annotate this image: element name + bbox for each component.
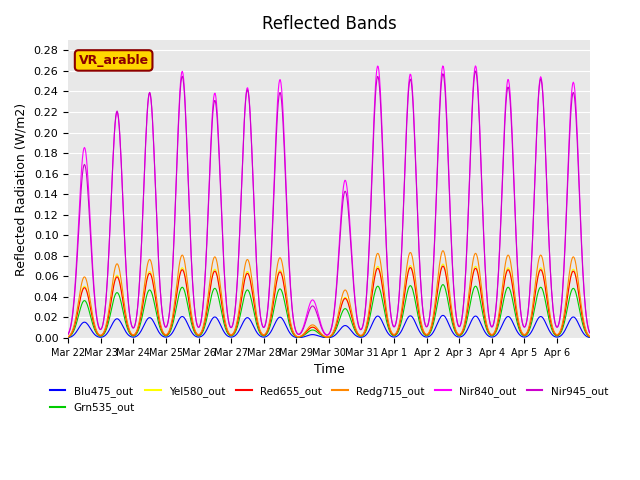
Red655_out (64, 334, 72, 340)
Text: VR_arable: VR_arable (79, 54, 148, 67)
Grn535_out (267, 321, 275, 327)
Blu475_out (383, 329, 391, 335)
Grn535_out (221, 324, 229, 330)
Nir945_out (125, 309, 133, 315)
Grn535_out (247, 295, 255, 301)
Red655_out (439, 263, 447, 269)
Yel580_out (267, 315, 275, 321)
Line: Nir840_out: Nir840_out (68, 66, 589, 335)
Nir945_out (383, 259, 391, 265)
Red655_out (247, 282, 255, 288)
Line: Yel580_out: Yel580_out (68, 264, 589, 337)
Red655_out (383, 315, 391, 321)
Yel580_out (439, 261, 447, 267)
Legend: Blu475_out, Grn535_out, Yel580_out, Red655_out, Redg715_out, Nir840_out, Nir945_: Blu475_out, Grn535_out, Yel580_out, Red6… (45, 382, 612, 417)
Red655_out (323, 334, 331, 340)
Yel580_out (125, 328, 133, 334)
Nir840_out (64, 331, 72, 337)
Redg715_out (125, 327, 133, 333)
Nir945_out (221, 286, 229, 291)
Blu475_out (412, 322, 420, 327)
Red655_out (267, 316, 275, 322)
Line: Grn535_out: Grn535_out (68, 285, 589, 337)
Red655_out (586, 334, 593, 339)
Nir840_out (267, 260, 275, 266)
Redg715_out (64, 334, 72, 339)
Red655_out (221, 321, 229, 327)
Yel580_out (412, 291, 420, 297)
Blu475_out (439, 312, 447, 318)
Grn535_out (125, 330, 133, 336)
Grn535_out (64, 335, 72, 340)
Grn535_out (383, 320, 391, 326)
X-axis label: Time: Time (314, 363, 344, 376)
Blu475_out (221, 331, 229, 336)
Redg715_out (439, 248, 447, 253)
Redg715_out (267, 312, 275, 318)
Redg715_out (383, 311, 391, 316)
Nir840_out (323, 332, 331, 338)
Grn535_out (412, 303, 420, 309)
Blu475_out (64, 335, 72, 340)
Grn535_out (586, 334, 593, 340)
Red655_out (412, 292, 420, 298)
Red655_out (125, 328, 133, 334)
Line: Red655_out: Red655_out (68, 266, 589, 337)
Nir840_out (221, 284, 229, 289)
Nir840_out (383, 256, 391, 262)
Nir945_out (247, 130, 255, 136)
Redg715_out (323, 334, 331, 340)
Nir945_out (267, 264, 275, 270)
Blu475_out (586, 335, 593, 340)
Nir945_out (412, 179, 420, 184)
Nir945_out (586, 330, 593, 336)
Nir840_out (125, 310, 133, 315)
Nir840_out (586, 330, 593, 336)
Line: Blu475_out: Blu475_out (68, 315, 589, 338)
Yel580_out (247, 280, 255, 286)
Nir840_out (412, 176, 420, 181)
Redg715_out (221, 318, 229, 324)
Nir840_out (247, 128, 255, 134)
Yel580_out (586, 334, 593, 339)
Grn535_out (323, 335, 331, 340)
Yel580_out (323, 334, 331, 340)
Grn535_out (439, 282, 447, 288)
Yel580_out (221, 321, 229, 326)
Title: Reflected Bands: Reflected Bands (262, 15, 396, 33)
Line: Redg715_out: Redg715_out (68, 251, 589, 337)
Y-axis label: Reflected Radiation (W/m2): Reflected Radiation (W/m2) (15, 103, 28, 276)
Redg715_out (586, 334, 593, 339)
Blu475_out (267, 329, 275, 335)
Yel580_out (383, 314, 391, 320)
Redg715_out (247, 270, 255, 276)
Nir840_out (472, 63, 479, 69)
Yel580_out (64, 334, 72, 340)
Redg715_out (412, 283, 420, 289)
Blu475_out (323, 335, 331, 341)
Nir945_out (323, 332, 331, 338)
Blu475_out (247, 318, 255, 324)
Blu475_out (125, 333, 133, 339)
Nir945_out (64, 332, 72, 337)
Line: Nir945_out: Nir945_out (68, 71, 589, 335)
Nir945_out (472, 68, 479, 74)
